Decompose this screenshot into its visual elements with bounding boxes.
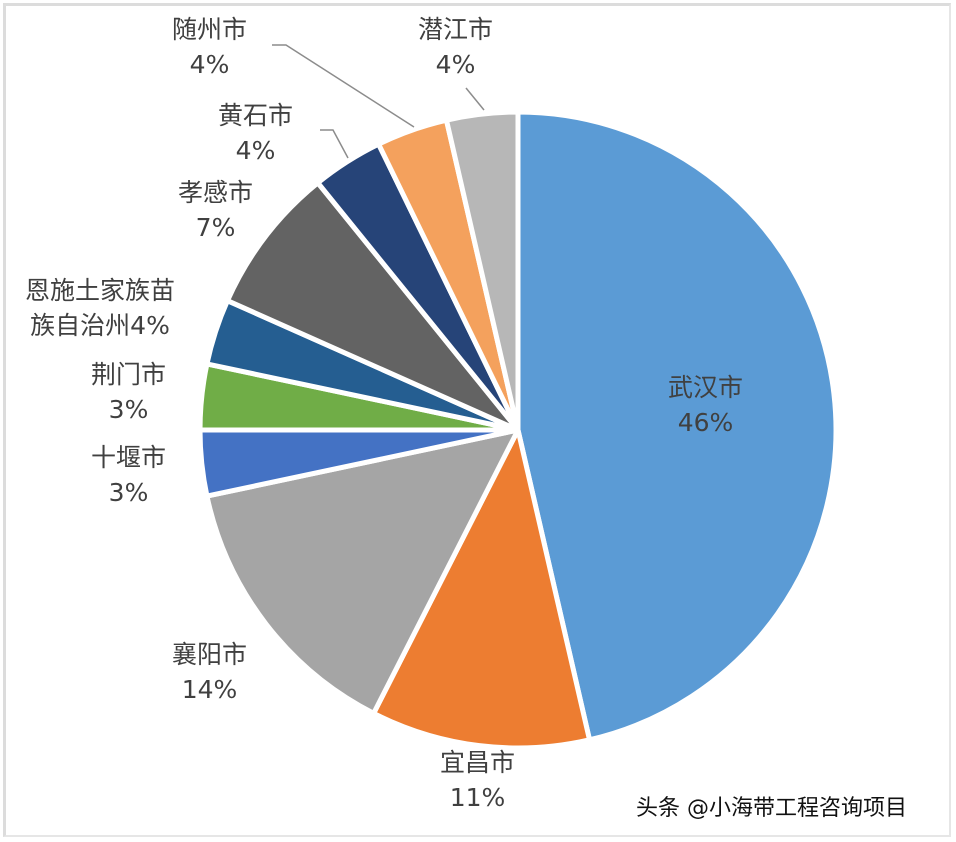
watermark: 头条 @小海带工程咨询项目 bbox=[636, 796, 907, 821]
pie-slice bbox=[204, 427, 521, 716]
pie-slice bbox=[515, 109, 839, 743]
label-huangshi: 黄石市 4% bbox=[218, 101, 294, 165]
leader-line bbox=[272, 44, 415, 128]
leader-line bbox=[320, 129, 349, 159]
label-wuhan: 武汉市 46% bbox=[668, 373, 744, 437]
label-yichang: 宜昌市 11% bbox=[440, 748, 516, 812]
label-shiyan: 十堰市 3% bbox=[91, 443, 167, 507]
label-qianjiang: 潜江市 4% bbox=[418, 15, 494, 79]
label-xiangyang: 襄阳市 14% bbox=[172, 640, 248, 704]
label-suizhou: 随州市 4% bbox=[172, 15, 248, 79]
label-xiaogan: 孝感市 7% bbox=[178, 178, 254, 242]
label-jingmen: 荆门市 3% bbox=[91, 360, 167, 424]
leader-line bbox=[465, 87, 485, 111]
pie-slice bbox=[224, 180, 521, 433]
label-enshi: 恩施土家族苗 族自治州4% bbox=[25, 276, 176, 340]
pie-slice bbox=[443, 109, 521, 433]
pie-slice bbox=[371, 427, 593, 751]
chart-frame bbox=[3, 3, 951, 837]
